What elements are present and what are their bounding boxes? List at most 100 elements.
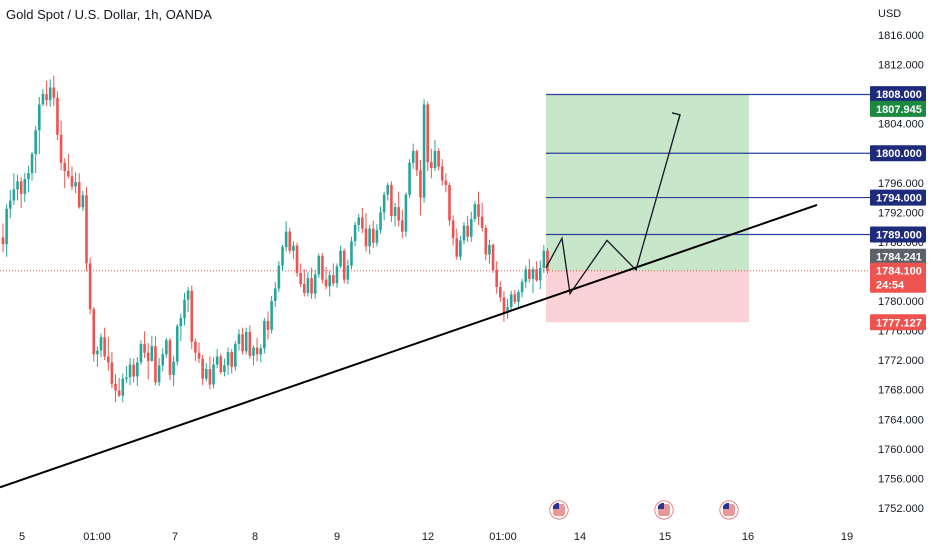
- price-tag-box: [870, 145, 926, 162]
- candle-body: [74, 182, 77, 187]
- candle: [248, 325, 252, 359]
- candle: [157, 357, 161, 387]
- candle: [132, 358, 135, 383]
- candle: [440, 159, 444, 186]
- candle-body: [48, 87, 52, 101]
- price-tags: 1808.000 1807.945 1800.000 1794.000 1789.000…: [870, 86, 926, 331]
- candle-body: [542, 250, 546, 268]
- candle-body: [154, 346, 157, 383]
- candle-body: [270, 301, 273, 330]
- candle-body: [480, 216, 484, 228]
- candle-body: [96, 350, 99, 355]
- candle: [263, 318, 266, 354]
- price-tag: 1777.127: [870, 314, 926, 331]
- candle: [535, 261, 538, 282]
- time-axis[interactable]: 5 01:00 7 8 9 12 01:00 14 15 16 19: [19, 531, 853, 543]
- price-tag: 1807.945: [870, 100, 926, 117]
- candle-body: [252, 347, 255, 356]
- candle-body: [157, 365, 161, 383]
- candle: [204, 363, 208, 382]
- candle-body: [440, 166, 444, 181]
- candle: [139, 340, 143, 365]
- candle-body: [226, 352, 230, 366]
- candle: [194, 338, 197, 361]
- price-tag: 1800.000: [870, 145, 926, 162]
- economic-events[interactable]: [549, 500, 739, 520]
- candle-body: [397, 207, 400, 221]
- price-tag: 1794.000: [870, 189, 926, 206]
- y-tick-label: 1804.000: [878, 119, 924, 131]
- x-tick-label: 16: [742, 531, 754, 543]
- candle: [371, 220, 375, 248]
- stop-zone: [546, 270, 749, 323]
- candle-body: [204, 369, 208, 379]
- candle-body: [34, 130, 37, 154]
- candle: [415, 149, 419, 177]
- candle-body: [379, 212, 382, 231]
- candle: [99, 333, 103, 358]
- candle: [219, 353, 223, 375]
- candle: [513, 289, 517, 304]
- candle: [16, 174, 19, 201]
- candle: [70, 166, 74, 191]
- candle: [183, 292, 186, 326]
- candle: [444, 173, 448, 193]
- candle: [92, 306, 96, 362]
- candle-body: [292, 245, 295, 251]
- candle-body: [506, 306, 509, 313]
- candle-body: [212, 364, 215, 385]
- candle-body: [408, 162, 411, 195]
- candle-body: [143, 343, 146, 353]
- candle-body: [248, 332, 252, 356]
- candle-body: [524, 269, 528, 282]
- candle-body: [56, 97, 59, 135]
- us-flag-event-icon: [549, 500, 569, 520]
- candle: [353, 221, 357, 247]
- candle-body: [393, 207, 397, 217]
- candle-body: [190, 290, 194, 342]
- candle-body: [317, 255, 321, 275]
- candle-body: [531, 269, 535, 279]
- candle-body: [415, 151, 419, 171]
- candle: [426, 101, 430, 171]
- candle: [538, 260, 542, 290]
- candle: [215, 349, 219, 369]
- drawing-lines[interactable]: [0, 112, 818, 489]
- candle-body: [321, 255, 324, 280]
- candle: [74, 172, 77, 194]
- candle: [56, 91, 59, 140]
- candle-body: [81, 195, 85, 208]
- y-tick-label: 1756.000: [878, 473, 924, 485]
- target-zone: [546, 94, 749, 271]
- candle: [462, 221, 466, 245]
- candle-body: [201, 358, 204, 379]
- candle: [386, 182, 390, 201]
- candle: [186, 286, 190, 313]
- candle-body: [422, 104, 426, 198]
- candle: [110, 352, 114, 389]
- us-flag-event-icon: [719, 500, 739, 520]
- candle-body: [288, 231, 292, 251]
- candle-body: [208, 369, 212, 385]
- candle-body: [509, 294, 513, 307]
- candle-body: [433, 151, 437, 169]
- candle: [52, 75, 56, 106]
- x-tick-label: 19: [841, 531, 853, 543]
- candle-body: [466, 225, 469, 237]
- candle-body: [430, 162, 433, 169]
- price-tag-box: [870, 262, 926, 293]
- candle: [368, 224, 371, 255]
- candle: [295, 242, 299, 277]
- y-tick-label: 1760.000: [878, 444, 924, 456]
- y-tick-label: 1792.000: [878, 207, 924, 219]
- x-tick-label: 01:00: [83, 531, 111, 543]
- candle: [321, 253, 324, 284]
- candle-body: [183, 299, 186, 319]
- candle: [168, 337, 172, 381]
- candle-body: [426, 104, 430, 163]
- candle-body: [535, 269, 538, 281]
- candle-body: [528, 269, 531, 279]
- candle-body: [404, 194, 408, 232]
- candle-body: [77, 182, 81, 208]
